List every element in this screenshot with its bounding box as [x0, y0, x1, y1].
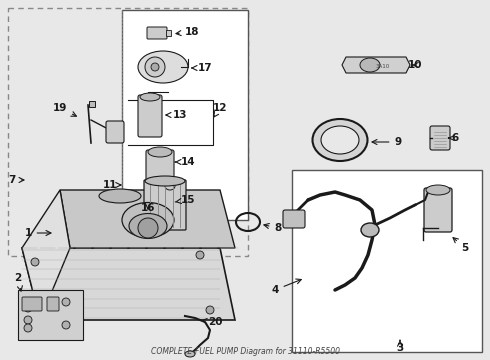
- Ellipse shape: [185, 351, 195, 357]
- Ellipse shape: [145, 176, 185, 186]
- Polygon shape: [22, 190, 70, 320]
- Text: 18: 18: [176, 27, 199, 37]
- Circle shape: [24, 316, 32, 324]
- Bar: [8, 8, 248, 256]
- Ellipse shape: [321, 126, 359, 154]
- FancyBboxPatch shape: [430, 126, 450, 150]
- Ellipse shape: [360, 58, 380, 72]
- Circle shape: [145, 57, 165, 77]
- Text: 2: 2: [14, 273, 23, 291]
- Circle shape: [138, 218, 158, 238]
- Ellipse shape: [122, 202, 174, 238]
- Polygon shape: [22, 248, 235, 320]
- Circle shape: [24, 324, 32, 332]
- Circle shape: [24, 304, 32, 312]
- Polygon shape: [60, 190, 235, 248]
- Text: 16: 16: [141, 203, 155, 213]
- Circle shape: [151, 63, 159, 71]
- FancyBboxPatch shape: [106, 121, 124, 143]
- Text: COMPLETE-FUEL PUMP Diagram for 31110-R5500: COMPLETE-FUEL PUMP Diagram for 31110-R55…: [150, 347, 340, 356]
- Circle shape: [62, 321, 70, 329]
- Circle shape: [62, 298, 70, 306]
- Text: 8: 8: [264, 223, 282, 233]
- Text: 19: 19: [53, 103, 76, 116]
- Ellipse shape: [129, 213, 167, 239]
- Text: 3: 3: [396, 340, 404, 353]
- FancyBboxPatch shape: [424, 188, 452, 232]
- FancyBboxPatch shape: [146, 150, 174, 186]
- Ellipse shape: [426, 185, 450, 195]
- FancyBboxPatch shape: [47, 297, 59, 311]
- Text: 4: 4: [271, 279, 301, 295]
- Bar: [122, 10, 248, 220]
- Circle shape: [196, 251, 204, 259]
- Ellipse shape: [313, 119, 368, 161]
- Text: 11: 11: [103, 180, 121, 190]
- Text: 12: 12: [213, 103, 227, 117]
- Text: 13: 13: [166, 110, 187, 120]
- FancyBboxPatch shape: [18, 290, 83, 340]
- Ellipse shape: [138, 51, 188, 83]
- Polygon shape: [342, 57, 410, 73]
- FancyBboxPatch shape: [138, 95, 162, 137]
- Ellipse shape: [361, 223, 379, 237]
- Text: 3A10: 3A10: [376, 63, 390, 68]
- FancyBboxPatch shape: [147, 27, 167, 39]
- Text: 15: 15: [175, 195, 195, 205]
- Text: 14: 14: [175, 157, 196, 167]
- Bar: [166, 30, 171, 36]
- Text: 17: 17: [192, 63, 212, 73]
- Ellipse shape: [140, 93, 160, 101]
- FancyBboxPatch shape: [22, 297, 42, 311]
- Circle shape: [206, 306, 214, 314]
- FancyBboxPatch shape: [283, 210, 305, 228]
- Ellipse shape: [153, 189, 183, 199]
- Ellipse shape: [148, 147, 172, 157]
- Text: 1: 1: [24, 228, 51, 238]
- Text: 7: 7: [8, 175, 24, 185]
- Bar: [89, 101, 95, 107]
- Text: 5: 5: [453, 238, 468, 253]
- Text: 20: 20: [202, 317, 222, 327]
- Text: 10: 10: [408, 60, 422, 70]
- Text: 9: 9: [372, 137, 402, 147]
- Ellipse shape: [99, 189, 141, 203]
- Circle shape: [31, 258, 39, 266]
- Bar: [292, 170, 482, 352]
- FancyBboxPatch shape: [144, 180, 186, 230]
- Text: 6: 6: [448, 133, 459, 143]
